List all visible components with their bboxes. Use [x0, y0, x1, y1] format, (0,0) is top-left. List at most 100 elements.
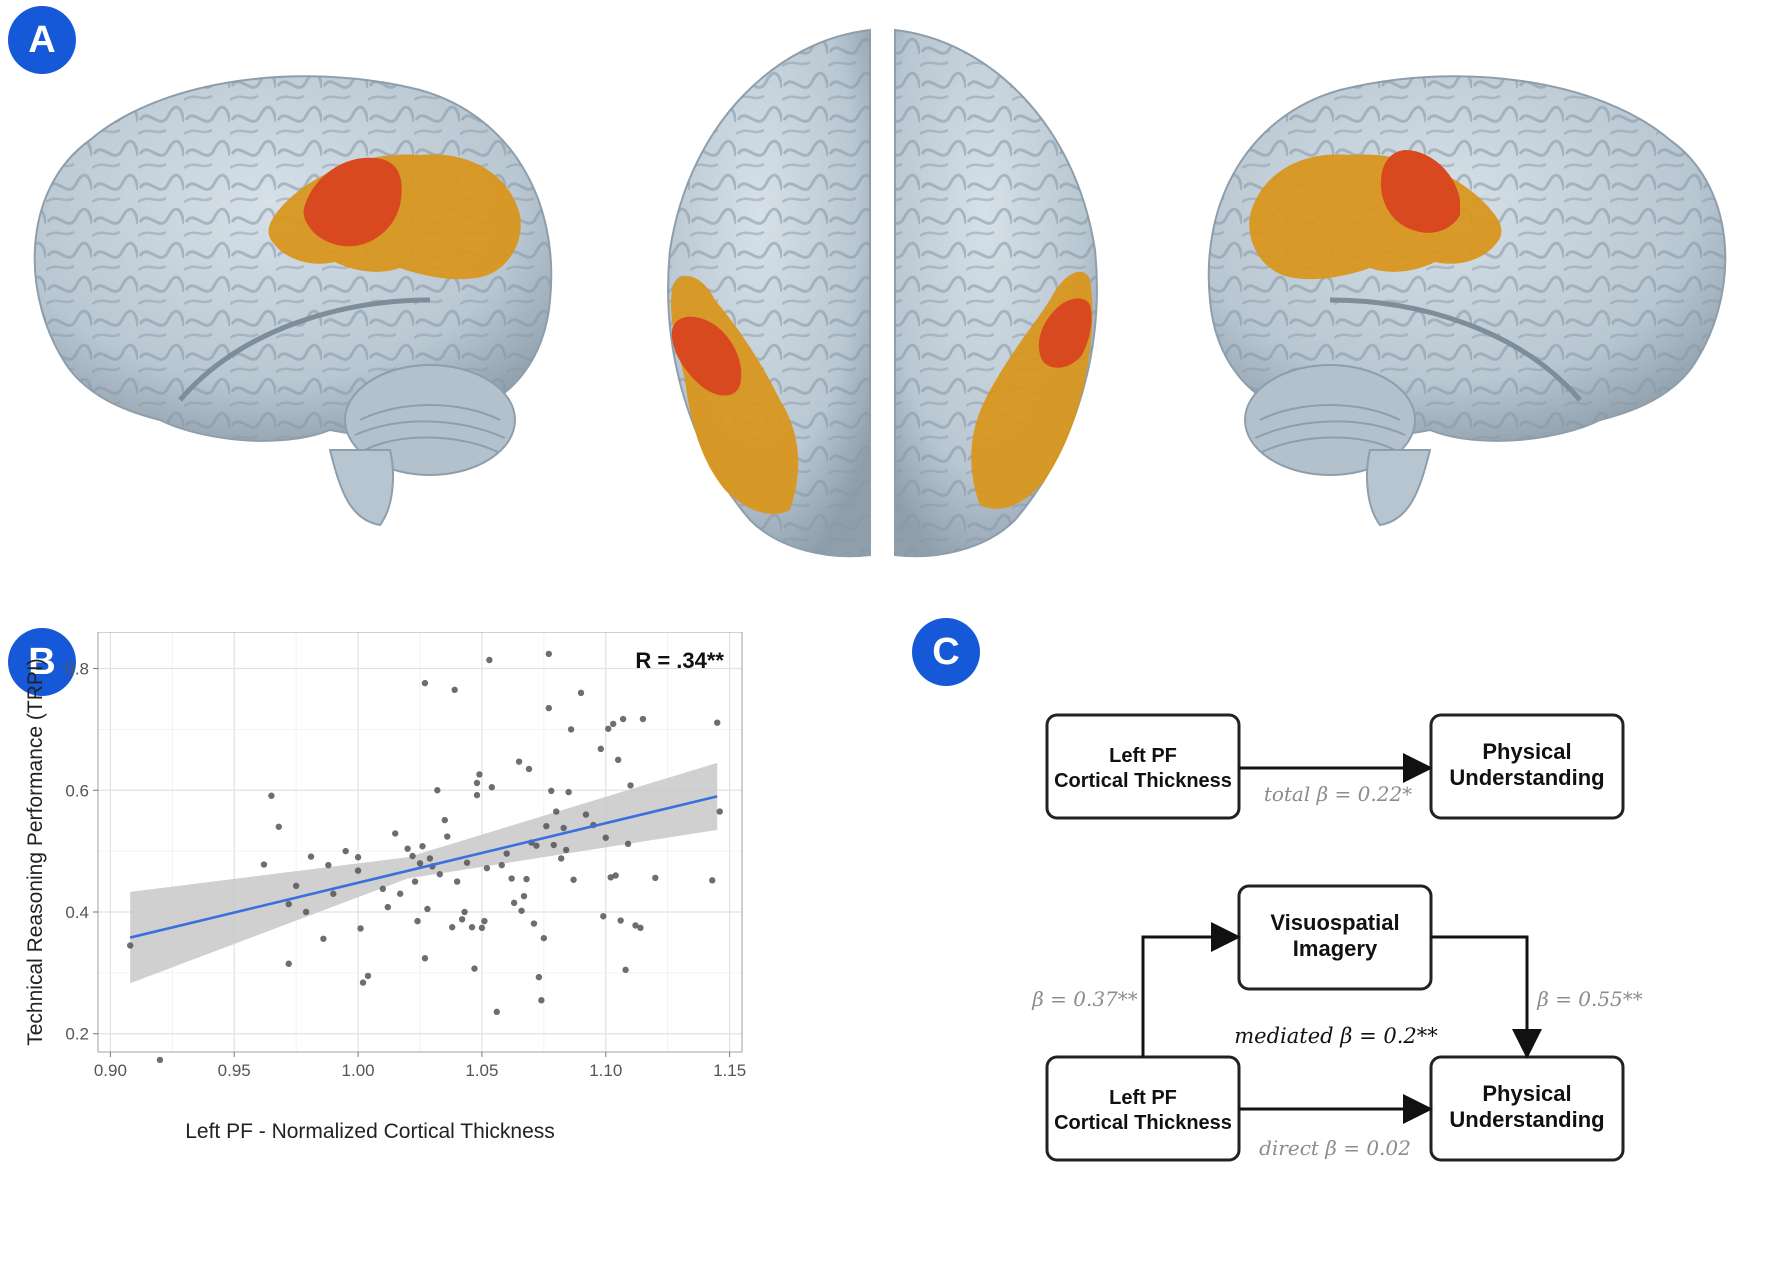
fit-line	[129, 795, 718, 939]
x-tick-label: 1.10	[589, 1061, 622, 1080]
x-tick-label: 0.90	[94, 1061, 127, 1080]
data-point	[562, 846, 570, 854]
data-point	[342, 847, 349, 855]
data-point	[275, 823, 283, 830]
data-point	[483, 864, 491, 872]
x-tick-label: 0.95	[218, 1061, 251, 1080]
data-point	[421, 955, 429, 962]
data-point	[302, 908, 310, 916]
data-point	[530, 920, 538, 927]
plot-frame	[97, 632, 743, 1053]
data-point	[518, 907, 525, 914]
data-point	[607, 874, 614, 881]
data-point	[714, 719, 721, 726]
data-point	[320, 935, 327, 942]
path-a-arrow	[1141, 922, 1241, 1057]
data-point	[515, 758, 523, 765]
data-point	[550, 841, 557, 849]
data-point	[478, 924, 486, 932]
box-left-pf-top-line2: Cortical Thickness	[1054, 770, 1232, 792]
y-axis-label: Technical Reasoning Performance (TRPI)	[24, 658, 47, 1046]
data-point	[396, 890, 404, 897]
data-point	[411, 878, 419, 885]
data-point	[535, 973, 543, 981]
total-effect-label: total β = 0.22*	[1264, 782, 1412, 806]
data-point	[486, 656, 493, 664]
left-lateral-brain	[33, 75, 553, 527]
left-region-core	[303, 157, 402, 247]
data-point	[523, 875, 530, 883]
y-tick-label: 0.6	[65, 781, 89, 800]
data-point	[533, 842, 540, 849]
data-point	[379, 885, 387, 893]
data-point	[127, 942, 134, 949]
data-point	[359, 979, 367, 986]
superior-right-region-core	[1038, 298, 1092, 368]
data-point	[473, 791, 481, 799]
right-lateral-brain	[1207, 75, 1727, 527]
data-point	[610, 720, 617, 728]
data-point	[384, 903, 391, 911]
x-axis-label: Left PF - Normalized Cortical Thickness	[185, 1120, 555, 1143]
data-point	[557, 855, 565, 862]
data-point	[577, 689, 585, 697]
data-point	[268, 792, 275, 799]
brain-renderings	[33, 28, 1727, 558]
data-point	[503, 850, 510, 857]
data-point	[325, 861, 332, 869]
confidence-band	[130, 762, 718, 984]
mediation-diagram: Left PF Cortical Thickness Physical Unde…	[1031, 713, 1643, 1162]
data-point	[617, 917, 624, 924]
x-tick-label: 1.05	[465, 1061, 498, 1080]
data-point	[421, 679, 429, 687]
path-b-label: β = 0.55**	[1536, 987, 1643, 1011]
data-point	[545, 650, 552, 658]
box-visuospatial-line2: Imagery	[1293, 936, 1378, 961]
data-point	[441, 816, 448, 824]
data-point	[481, 917, 488, 925]
data-point	[560, 824, 567, 832]
data-point	[567, 726, 575, 733]
data-point	[451, 686, 458, 694]
confidence-band-layer	[130, 762, 718, 984]
data-point	[449, 924, 456, 931]
data-point	[614, 756, 622, 764]
data-point	[416, 860, 424, 867]
data-point	[624, 840, 632, 848]
data-point	[510, 899, 518, 907]
data-point	[543, 822, 550, 830]
data-point	[498, 861, 505, 869]
data-point	[476, 771, 483, 778]
x-tick-label: 1.15	[713, 1061, 746, 1080]
superior-left-region-core	[671, 316, 742, 396]
data-point	[597, 745, 605, 753]
data-point	[622, 966, 629, 974]
data-point	[508, 875, 515, 882]
data-point	[520, 892, 528, 900]
box-physical-bottom-line1: Physical	[1482, 1081, 1571, 1106]
y-tick-label: 0.8	[65, 660, 89, 679]
data-point	[468, 924, 476, 931]
data-point	[357, 925, 364, 932]
data-point	[471, 965, 478, 972]
data-points	[127, 650, 723, 1064]
fit-line-layer	[129, 795, 718, 939]
data-point	[473, 779, 481, 787]
data-point	[716, 808, 723, 815]
path-b-arrow	[1431, 935, 1542, 1059]
data-point	[540, 934, 548, 942]
data-point	[553, 808, 560, 815]
direct-effect-label: direct β = 0.02	[1259, 1136, 1411, 1160]
data-point	[404, 845, 411, 852]
data-point	[637, 924, 644, 932]
data-point	[426, 855, 434, 862]
correlation-annotation: R = .34**	[635, 648, 724, 673]
data-point	[582, 811, 590, 818]
data-point	[652, 874, 659, 882]
box-physical-bottom-line2: Understanding	[1449, 1107, 1604, 1132]
superior-brain	[667, 28, 1098, 558]
box-physical-top-line2: Understanding	[1449, 765, 1604, 790]
data-point	[392, 830, 399, 837]
data-point	[493, 1008, 500, 1016]
data-point	[453, 878, 461, 885]
